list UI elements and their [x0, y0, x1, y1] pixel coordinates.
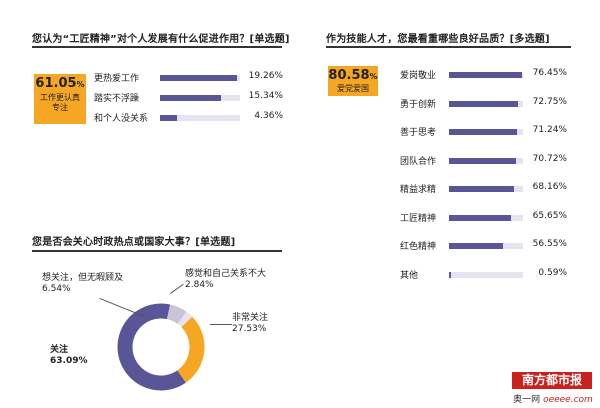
- bar-value-label: 72.75%: [532, 96, 567, 107]
- chart3-rule: [32, 250, 282, 252]
- slice-label-wait: 想关注，但无暇顾及 6.54%: [42, 273, 124, 294]
- bar: [449, 157, 517, 164]
- bar-value-label: 19.26%: [248, 71, 283, 81]
- bar-value-label: 4.36%: [254, 111, 283, 121]
- bar-label: 爱岗敬业: [400, 71, 437, 81]
- slice-label-care: 关注 63.09%: [50, 345, 88, 366]
- bar-label: 团队合作: [400, 156, 437, 167]
- bar-track: [449, 72, 523, 78]
- bar-track: [449, 186, 523, 192]
- bar-value-label: 76.45%: [532, 68, 567, 78]
- bar-value-label: 70.72%: [532, 153, 567, 164]
- chart3-title: 您是否会关心时政热点或国家大事？[单选题]: [32, 237, 236, 248]
- bar-track: [160, 95, 240, 101]
- bar-label: 更热爱工作: [94, 74, 140, 84]
- donut-slice: [176, 316, 205, 383]
- bar: [449, 100, 519, 107]
- bar-value-label: 15.34%: [248, 91, 283, 101]
- donut-slice: [177, 311, 193, 328]
- donut-slice: [166, 304, 187, 325]
- site-logo: 奥一网 oeeee.com: [513, 395, 593, 405]
- bar-label: 精益求精: [400, 185, 437, 195]
- bar-track: [449, 214, 523, 221]
- chart2-rule: [326, 46, 571, 48]
- leader-very: [210, 324, 232, 325]
- bar: [160, 95, 222, 101]
- bar-track: [160, 75, 240, 81]
- bar: [160, 75, 238, 81]
- bar: [449, 243, 503, 249]
- bar: [449, 271, 451, 278]
- bar: [449, 214, 512, 221]
- bar: [449, 129, 517, 135]
- bar-value-label: 56.55%: [532, 239, 567, 249]
- newspaper-logo: 南方都市报: [512, 372, 592, 389]
- chart1-highlight-label: 工作更认真专注: [40, 93, 80, 112]
- bar: [160, 115, 178, 121]
- bar-value-label: 65.65%: [532, 210, 567, 221]
- bar-track: [449, 271, 523, 278]
- bar-value-label: 0.59%: [538, 267, 567, 278]
- bar-label: 红色精神: [400, 242, 437, 252]
- chart2-title: 作为技能人才，您最看重哪些良好品质？[多选题]: [326, 34, 550, 45]
- slice-label-very: 非常关注 27.53%: [232, 313, 269, 334]
- bar-value-label: 71.24%: [532, 125, 567, 135]
- chart1-title: 您认为“工匠精神”对个人发展有什么促进作用？[单选题]: [32, 34, 290, 45]
- bar-label: 勇于创新: [400, 99, 437, 110]
- bar-track: [449, 157, 523, 164]
- chart2-highlight-label: 爱党爱国: [337, 84, 369, 93]
- bar: [449, 186, 514, 192]
- bar-track: [449, 129, 523, 135]
- bar: [449, 72, 522, 78]
- bar-label: 踏实不浮躁: [94, 94, 140, 104]
- bar-track: [449, 243, 523, 249]
- bar-label: 和个人没关系: [94, 114, 149, 124]
- bar-track: [160, 115, 240, 121]
- bar-label: 善于思考: [400, 128, 437, 138]
- chart1-rule: [32, 46, 282, 48]
- chart2-highlight-box: 80.58% 爱党爱国: [328, 66, 378, 96]
- bar-label: 其他: [400, 270, 419, 281]
- bar-label: 工匠精神: [400, 213, 437, 224]
- chart2-highlight-value: 80.58%: [328, 68, 378, 83]
- donut-slice: [117, 303, 186, 391]
- bar-value-label: 68.16%: [532, 182, 567, 192]
- chart1-highlight-box: 61.05% 工作更认真专注: [34, 74, 86, 124]
- chart1-highlight-value: 61.05%: [35, 76, 85, 91]
- slice-label-unrelated: 感觉和自己关系不大 2.84%: [185, 269, 267, 290]
- bar-track: [449, 100, 523, 107]
